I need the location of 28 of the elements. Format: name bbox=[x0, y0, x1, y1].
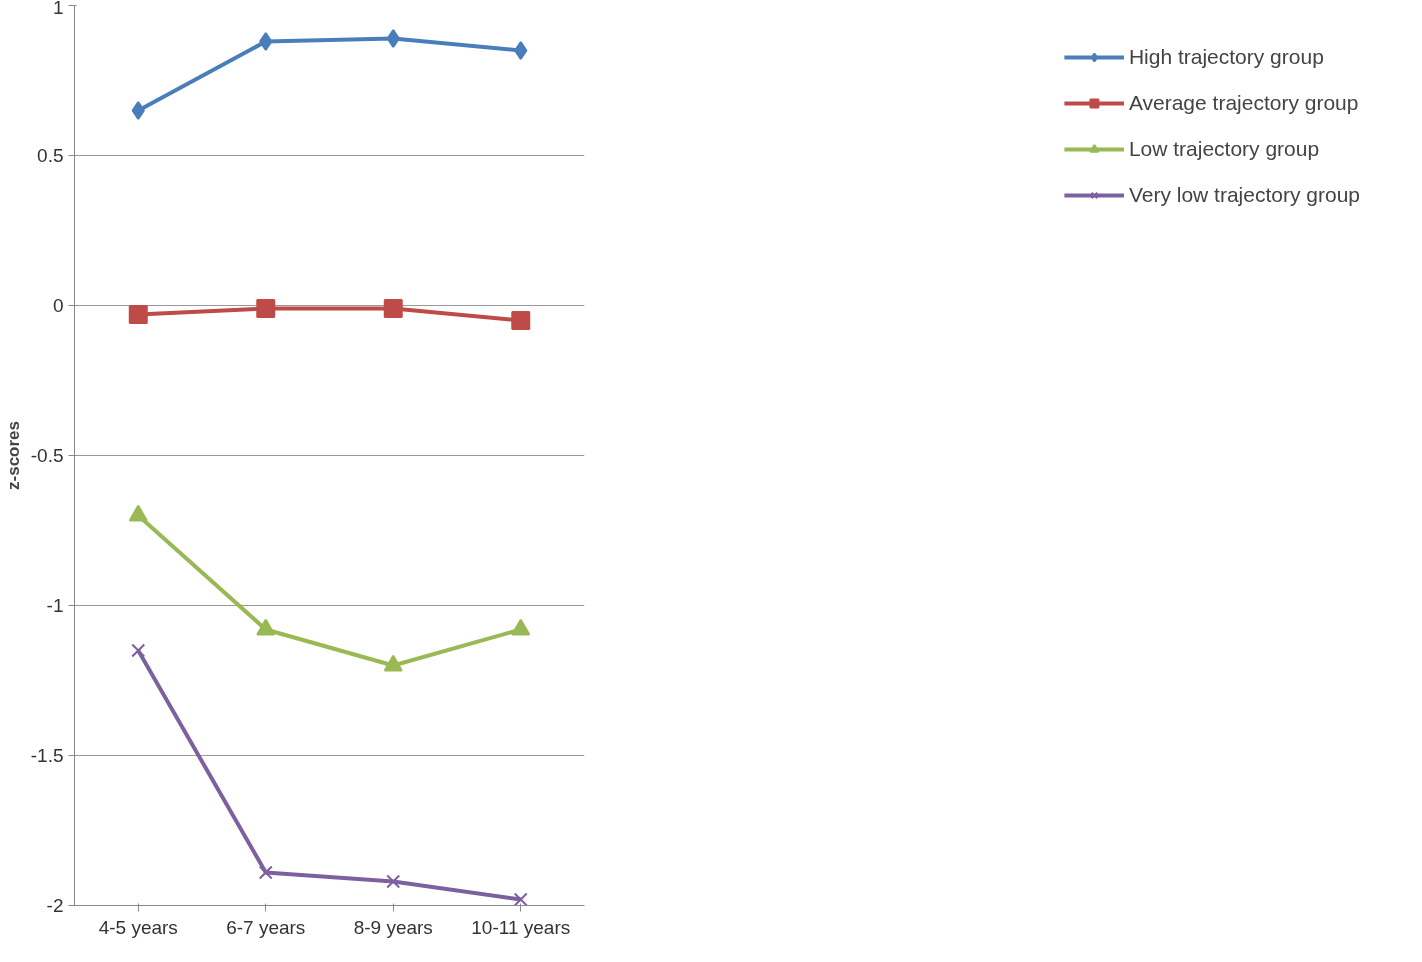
y-tick-label: 1 bbox=[52, 0, 64, 18]
x-tick-label: 6-7 years bbox=[226, 916, 306, 938]
y-tick-label: -1 bbox=[46, 595, 64, 616]
y-tick-label: -2 bbox=[46, 895, 64, 916]
y-tick-label: 0 bbox=[52, 295, 64, 316]
x-tick-label: 4-5 years bbox=[98, 916, 178, 938]
point bbox=[256, 299, 276, 318]
point bbox=[511, 311, 531, 330]
point bbox=[131, 643, 146, 658]
legend-label: Average trajectory group bbox=[1128, 91, 1359, 115]
x-tick-label: 8-9 years bbox=[353, 916, 433, 938]
point bbox=[513, 892, 528, 906]
y-axis-title: z-scores bbox=[3, 421, 23, 490]
point bbox=[386, 874, 401, 889]
legend-label: High trajectory group bbox=[1128, 45, 1324, 69]
point bbox=[259, 32, 273, 51]
legend-label: Low trajectory group bbox=[1128, 137, 1320, 161]
legend-label: Very low trajectory group bbox=[1128, 183, 1360, 207]
x-tick-label: 10-11 years bbox=[471, 916, 571, 938]
point bbox=[514, 41, 528, 60]
point bbox=[258, 865, 273, 880]
point bbox=[383, 299, 403, 318]
y-tick-label: -0.5 bbox=[30, 445, 64, 466]
y-tick-label: -1.5 bbox=[30, 745, 64, 766]
point bbox=[386, 29, 400, 48]
y-tick-label: 0.5 bbox=[37, 145, 64, 166]
point bbox=[131, 101, 145, 120]
point bbox=[128, 305, 148, 324]
